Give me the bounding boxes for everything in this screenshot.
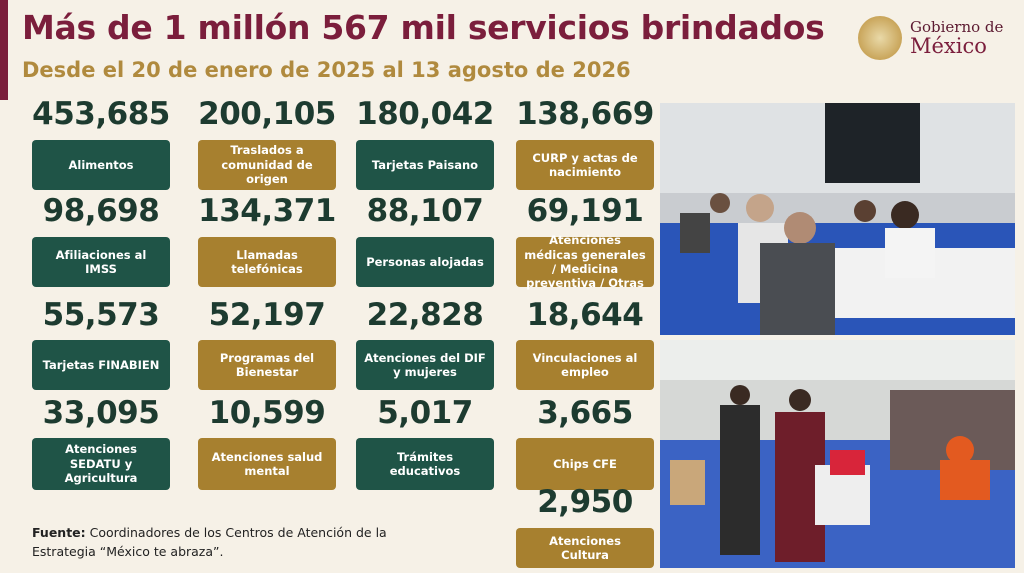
source: Fuente: Coordinadores de los Centros de …: [32, 524, 392, 562]
source-text: Coordinadores de los Centros de Atención…: [32, 525, 387, 559]
card-value: 33,095: [42, 395, 160, 431]
card-label: Afiliaciones al IMSS: [32, 237, 170, 287]
card-label: Atenciones SEDATU y Agricultura: [32, 438, 170, 490]
card-value: 22,828: [366, 297, 484, 333]
card-value: 134,371: [198, 193, 336, 229]
card-label: Traslados a comunidad de origen: [198, 140, 336, 190]
card-value: 69,191: [526, 193, 644, 229]
card-value: 10,599: [208, 395, 326, 431]
card-label: Chips CFE: [516, 438, 654, 490]
card-label: Tarjetas Paisano: [356, 140, 494, 190]
subtitle: Desde el 20 de enero de 2025 al 13 agost…: [22, 58, 631, 82]
card-label: Atenciones médicas generales / Medicina …: [516, 233, 654, 290]
card-value: 5,017: [377, 395, 473, 431]
card-value: 200,105: [198, 96, 336, 132]
logo-text: Gobierno de: [910, 18, 1004, 36]
card-value: 180,042: [356, 96, 494, 132]
card-value: 98,698: [42, 193, 160, 229]
card-value: 138,669: [516, 96, 654, 132]
card-label: Alimentos: [32, 140, 170, 190]
card-label: Atenciones del DIF y mujeres: [356, 340, 494, 390]
card-value: 88,107: [366, 193, 484, 229]
card-label: Atenciones Cultura: [516, 528, 654, 568]
card-label: Vinculaciones al empleo: [516, 340, 654, 390]
card-value: 3,665: [537, 395, 633, 431]
logo: Gobierno de México: [858, 16, 1018, 64]
accent-bar: [0, 0, 8, 100]
title: Más de 1 millón 567 mil servicios brinda…: [22, 8, 825, 47]
card-label: Tarjetas FINABIEN: [32, 340, 170, 390]
emblem: [858, 16, 902, 60]
logo-text: México: [910, 34, 987, 58]
card-label: Programas del Bienestar: [198, 340, 336, 390]
card-value: 2,950: [537, 484, 633, 520]
card-value: 52,197: [208, 297, 326, 333]
card-label: Personas alojadas: [356, 237, 494, 287]
card-label: Atenciones salud mental: [198, 438, 336, 490]
card-label: Llamadas telefónicas: [198, 237, 336, 287]
card-label: CURP y actas de nacimiento: [516, 140, 654, 190]
photo: [660, 340, 1015, 568]
card-label: Trámites educativos: [356, 438, 494, 490]
source-label: Fuente:: [32, 525, 86, 540]
card-value: 55,573: [42, 297, 160, 333]
photo: [660, 103, 1015, 335]
card-value: 18,644: [526, 297, 644, 333]
card-value: 453,685: [32, 96, 170, 132]
